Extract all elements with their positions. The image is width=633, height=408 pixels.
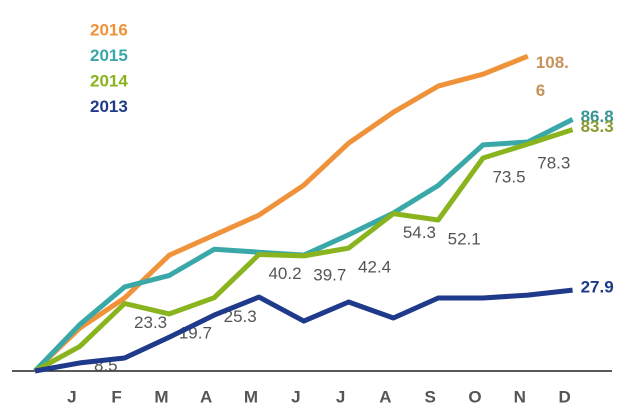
x-tick-label: D	[558, 387, 570, 406]
legend-label: 2016	[90, 20, 128, 39]
data-label: 40.2	[268, 264, 301, 283]
x-tick-label: J	[67, 387, 76, 406]
x-tick-label: S	[425, 387, 436, 406]
x-tick-label: M	[244, 387, 258, 406]
data-label: 39.7	[313, 265, 346, 284]
x-tick-label: O	[468, 387, 481, 406]
x-tick-label: J	[336, 387, 345, 406]
series-line	[33, 127, 574, 374]
data-label: 78.3	[537, 154, 570, 173]
end-label: 108.6	[535, 53, 569, 101]
x-tick-label: A	[379, 387, 391, 406]
x-tick-label: M	[154, 387, 168, 406]
x-tick-label: F	[111, 387, 121, 406]
series-line	[33, 53, 529, 373]
x-tick-label: A	[200, 387, 212, 406]
legend-label: 2013	[90, 97, 128, 116]
end-label: 27.9	[581, 278, 614, 297]
data-label: 25.3	[224, 307, 257, 326]
data-label: 73.5	[492, 167, 525, 186]
x-tick-label: J	[291, 387, 300, 406]
end-label: 86.8	[581, 107, 614, 126]
end-label: 83.3	[581, 117, 614, 136]
data-label: 23.3	[134, 313, 167, 332]
x-tick-label: N	[514, 387, 526, 406]
data-label: 42.4	[358, 258, 391, 277]
data-label: 52.1	[448, 229, 481, 248]
series-line	[34, 287, 573, 374]
data-label: 54.3	[403, 223, 436, 242]
legend-label: 2014	[90, 71, 128, 90]
legend-label: 2015	[90, 46, 128, 65]
